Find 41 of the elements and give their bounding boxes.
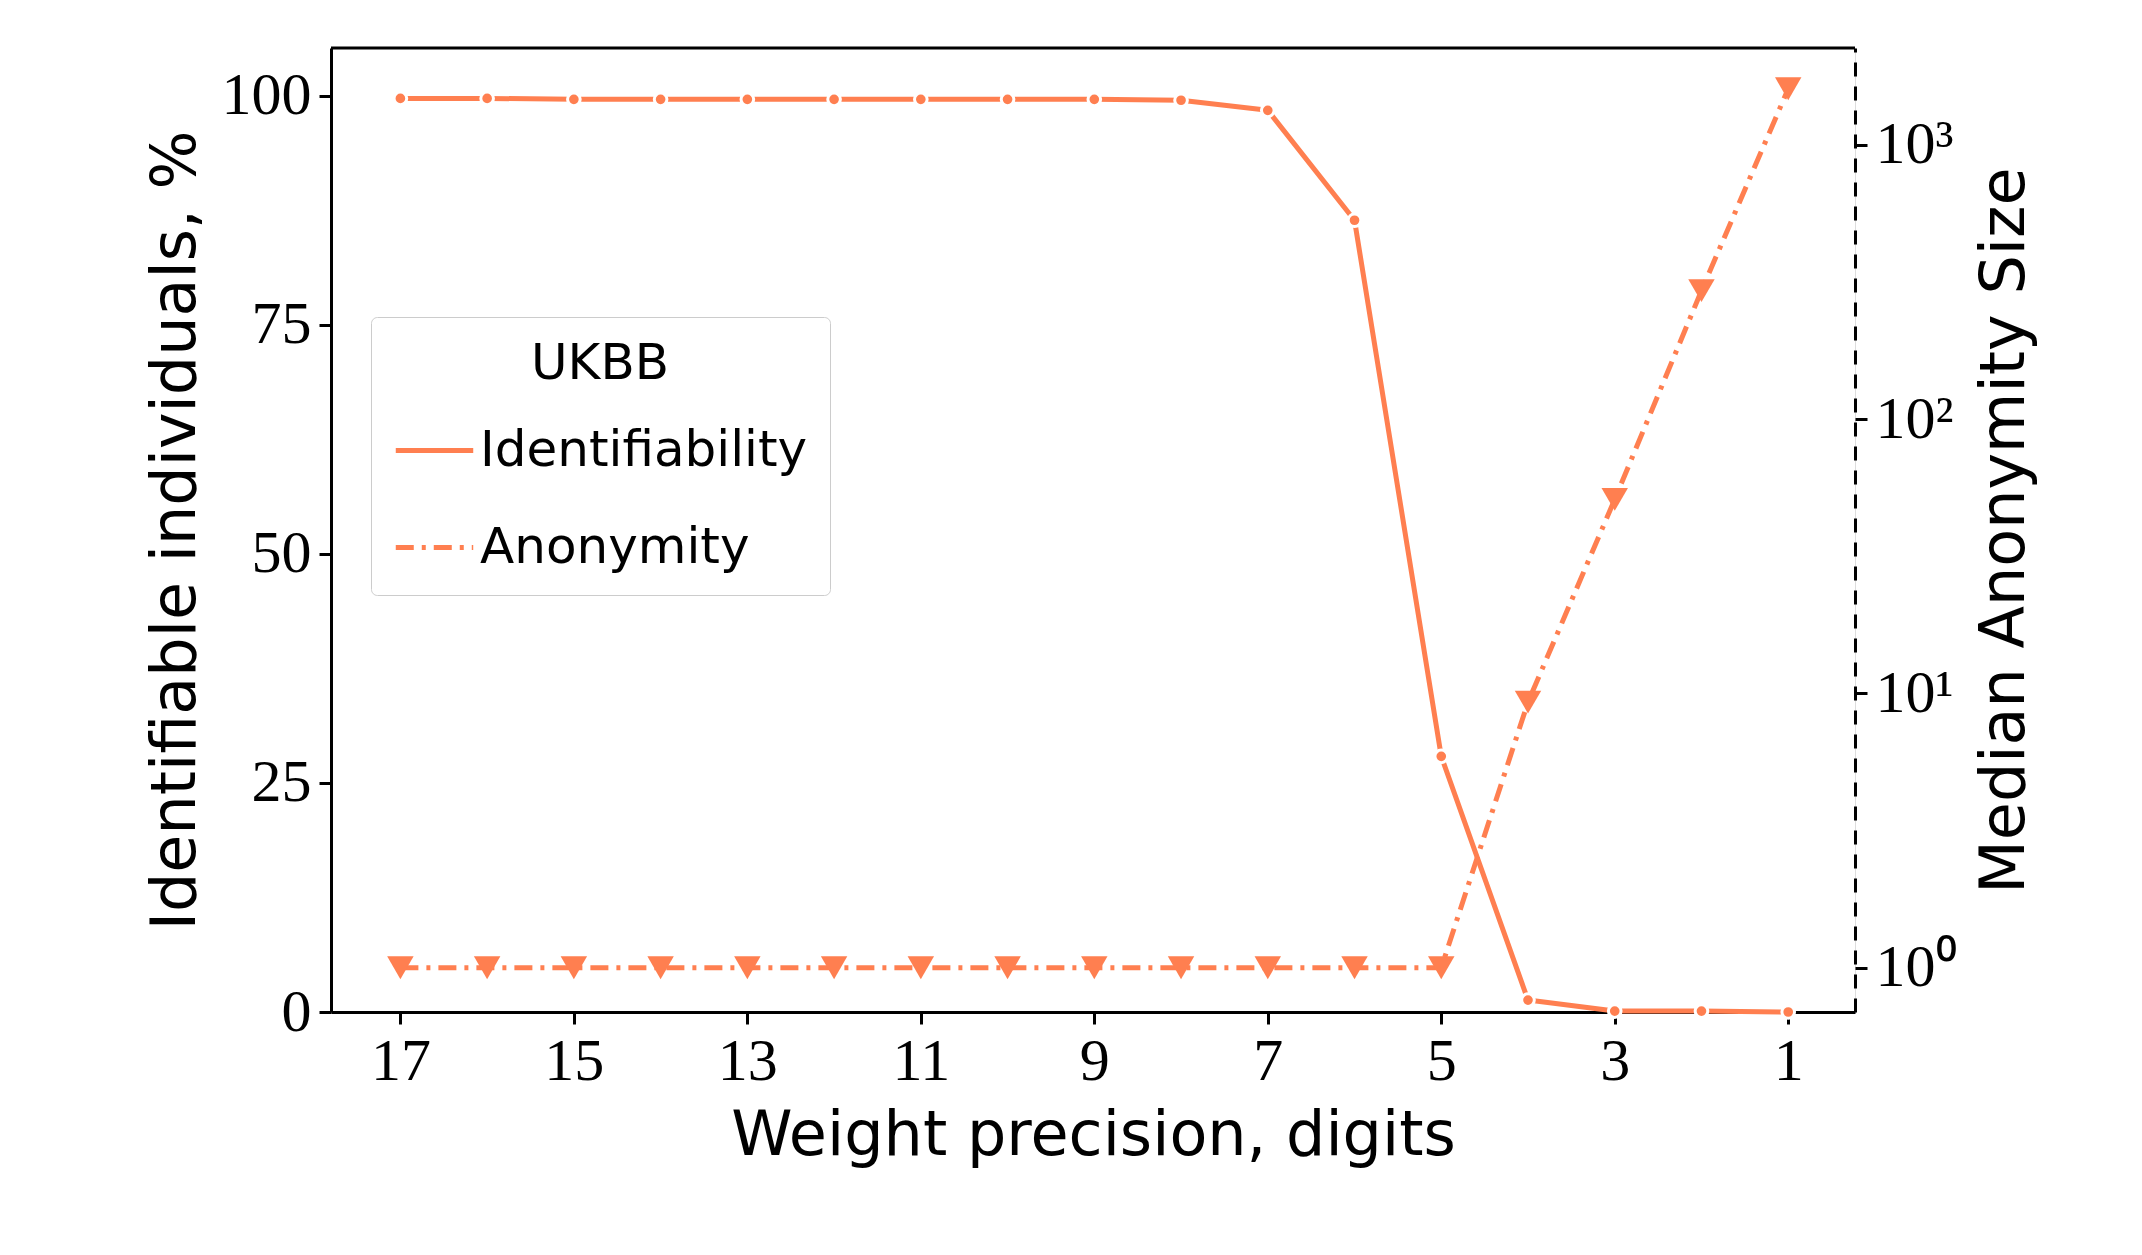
point — [387, 956, 414, 980]
y-tick-label: 75 — [251, 290, 312, 357]
y2-tick-label: 10³ — [1875, 110, 1954, 177]
point — [1254, 956, 1282, 980]
x-tick-label: 5 — [1426, 1026, 1457, 1093]
point — [1601, 487, 1628, 511]
point — [647, 956, 674, 980]
point — [1081, 956, 1108, 980]
x-tick-label: 7 — [1253, 1026, 1284, 1093]
point — [1514, 690, 1542, 714]
y2-tick-label: 10² — [1875, 384, 1954, 451]
x-tick-label: 15 — [544, 1026, 605, 1093]
point — [1774, 77, 1802, 101]
x-tick-label: 17 — [370, 1026, 431, 1093]
legend-title: UKBB — [531, 333, 669, 391]
x-tick-label: 13 — [717, 1026, 778, 1093]
point — [1688, 279, 1715, 303]
x-tick-label: 11 — [892, 1026, 951, 1093]
point — [734, 956, 761, 980]
point — [820, 956, 848, 980]
y-tick-label: 50 — [251, 519, 312, 586]
legend-label: Identifiability — [480, 419, 808, 478]
x-tick-label: 9 — [1079, 1026, 1110, 1093]
y2-axis-title: Median Anonymity Size — [1965, 167, 2039, 894]
legend-label: Anonymity — [480, 516, 750, 575]
y-tick-label: 0 — [281, 977, 312, 1044]
y2-tick-label: 10¹ — [1875, 658, 1954, 725]
point — [907, 956, 935, 980]
point — [1341, 956, 1368, 980]
y-axis-title: Identifiable individuals, % — [136, 130, 210, 931]
point — [994, 956, 1021, 980]
y2-tick-label: 10⁰ — [1875, 933, 1957, 1000]
point — [1167, 956, 1195, 980]
point — [473, 956, 501, 980]
y-tick-label: 25 — [251, 748, 312, 815]
x-tick-label: 1 — [1773, 1026, 1804, 1093]
point — [1428, 956, 1455, 980]
x-tick-label: 3 — [1600, 1026, 1631, 1093]
x-axis-title: Weight precision, digits — [731, 1096, 1456, 1170]
point — [560, 956, 588, 980]
y-tick-label: 100 — [221, 61, 312, 128]
